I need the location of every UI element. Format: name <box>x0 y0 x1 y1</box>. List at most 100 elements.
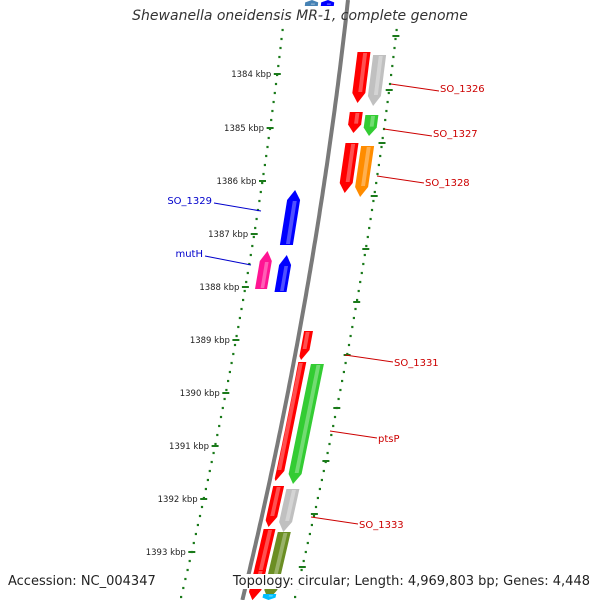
minor-tick <box>245 280 248 284</box>
gene-arrow[interactable] <box>339 143 359 193</box>
minor-tick <box>254 226 257 230</box>
gene-arrow-highlight <box>373 56 383 95</box>
gene-arrow-highlight <box>270 487 281 516</box>
gene-arrow[interactable] <box>352 52 371 103</box>
minor-tick <box>223 397 226 401</box>
minor-tick <box>263 163 266 167</box>
gene-label[interactable]: mutH <box>175 249 203 260</box>
gene-arrow-highlight <box>280 266 288 291</box>
minor-tick <box>330 433 333 437</box>
gene-arrow-highlight <box>268 595 273 597</box>
gene-arrow[interactable] <box>262 594 277 600</box>
minor-tick <box>279 46 282 50</box>
gene-callout-line <box>204 255 252 266</box>
minor-tick <box>212 451 215 455</box>
gene-callout-line <box>376 175 425 184</box>
minor-tick <box>391 64 394 68</box>
minor-tick <box>206 478 209 482</box>
minor-tick <box>394 37 397 41</box>
gene-arrow-body <box>255 251 272 289</box>
inner-tick-ring <box>180 28 284 599</box>
gene-arrow-highlight <box>326 3 331 5</box>
kbp-labels: 1384 kbp 1385 kbp 1386 kbp 1387 kbp 1388 kbp… <box>146 70 272 558</box>
minor-tick <box>363 253 366 257</box>
minor-tick <box>380 145 383 149</box>
gene-callout-line <box>329 430 378 439</box>
minor-tick <box>384 118 387 122</box>
minor-tick <box>375 181 378 185</box>
kbp-tick-label: 1384 kbp <box>231 70 271 80</box>
minor-tick <box>320 478 323 482</box>
minor-tick <box>221 406 224 410</box>
gene-arrow-highlight <box>286 201 297 244</box>
minor-tick <box>377 163 380 167</box>
minor-tick <box>387 91 390 95</box>
genome-backbone <box>238 0 353 600</box>
minor-tick <box>369 217 372 221</box>
minor-tick <box>385 109 388 113</box>
gene-arrow-highlight <box>354 113 360 124</box>
gene-label[interactable]: SO_1331 <box>394 358 439 369</box>
kbp-tick-label: 1392 kbp <box>158 495 198 505</box>
gene-arrow-highlight <box>358 53 368 92</box>
minor-tick <box>308 532 311 536</box>
minor-tick <box>180 595 183 599</box>
gene-arrow[interactable] <box>274 255 292 292</box>
gene-arrow[interactable] <box>363 115 379 136</box>
minor-tick <box>379 154 382 158</box>
gene-label[interactable]: ptsP <box>378 434 400 445</box>
minor-tick <box>235 334 238 338</box>
minor-tick <box>302 559 305 563</box>
minor-tick <box>232 352 235 356</box>
kbp-tick-label: 1386 kbp <box>216 177 256 187</box>
gene-label[interactable]: SO_1327 <box>433 129 478 140</box>
minor-tick <box>184 577 187 581</box>
gene-label[interactable]: SO_1329 <box>167 196 212 207</box>
gene-arrow[interactable] <box>355 146 375 197</box>
gene-arrow[interactable] <box>255 251 272 289</box>
gene-label[interactable]: SO_1328 <box>425 178 470 189</box>
minor-tick <box>225 388 228 392</box>
minor-tick <box>272 100 275 104</box>
minor-tick <box>194 532 197 536</box>
gene-arrow[interactable] <box>279 489 300 532</box>
minor-tick <box>218 424 221 428</box>
gene-arrow[interactable] <box>304 0 319 6</box>
gene-arrow[interactable] <box>288 364 324 484</box>
gene-label[interactable]: SO_1326 <box>440 84 485 95</box>
minor-tick <box>200 505 204 509</box>
gene-arrow-body <box>304 0 319 6</box>
gene-arrow[interactable] <box>367 55 387 106</box>
gene-arrow[interactable] <box>348 112 363 133</box>
minor-tick <box>326 451 329 455</box>
minor-tick <box>372 199 375 203</box>
minor-tick <box>258 199 261 203</box>
minor-tick <box>332 424 335 428</box>
gene-arrow[interactable] <box>320 0 335 6</box>
gene-label[interactable]: SO_1333 <box>359 520 404 531</box>
gene-callout-line <box>344 354 394 363</box>
minor-tick <box>270 118 273 122</box>
backbone-halo <box>238 0 353 600</box>
minor-tick <box>388 82 392 86</box>
gene-callout-line <box>390 83 440 92</box>
minor-tick <box>249 253 252 257</box>
minor-tick <box>237 325 240 329</box>
minor-tick <box>393 46 396 50</box>
minor-tick <box>365 244 368 248</box>
minor-tick <box>392 55 395 59</box>
gene-callout-line <box>213 202 262 212</box>
minor-tick <box>310 523 313 527</box>
minor-tick <box>280 37 283 41</box>
minor-tick <box>265 154 268 158</box>
kbp-tick-label: 1385 kbp <box>224 124 264 134</box>
minor-tick <box>395 28 398 32</box>
minor-tick <box>248 262 251 266</box>
minor-tick <box>304 550 307 554</box>
minor-tick <box>366 235 369 239</box>
minor-tick <box>210 460 213 464</box>
minor-tick <box>198 514 202 518</box>
minor-tick <box>204 487 207 491</box>
gene-arrow[interactable] <box>279 190 301 245</box>
